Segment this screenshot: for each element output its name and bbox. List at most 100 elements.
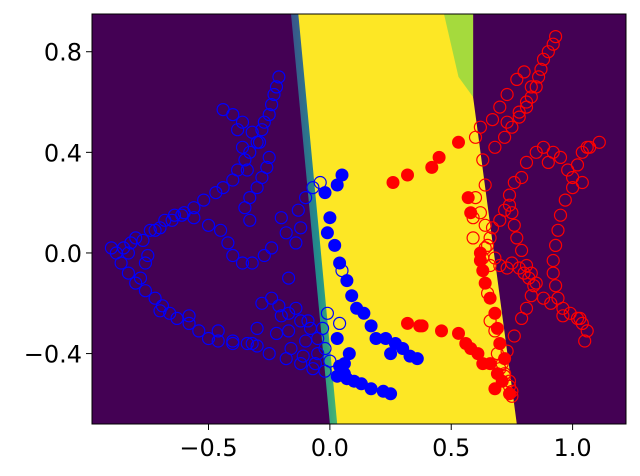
data-point [410,352,424,366]
data-point [546,266,560,280]
data-point [121,266,135,280]
data-point [235,115,250,129]
data-point [498,130,512,144]
data-point [245,125,259,139]
data-point [240,163,254,177]
data-point [337,367,351,381]
data-point [124,236,138,250]
data-point [490,347,504,361]
data-point [133,271,148,285]
data-point [505,256,519,270]
series-3 [466,29,606,403]
data-point [269,326,284,340]
y-tick-label: 0.8 [44,39,82,67]
data-point [221,236,235,250]
data-point [476,153,490,167]
data-point [524,289,538,303]
data-point [500,115,514,129]
data-point [488,251,502,265]
data-point [505,389,519,403]
data-point [519,100,534,114]
data-point [308,357,322,371]
x-axis: −0.5 0.0 0.5 1.0 [179,424,592,462]
data-point [485,221,500,235]
data-point [556,301,570,315]
data-point [243,145,257,159]
data-point [330,178,344,192]
data-point [129,231,143,245]
data-point [527,279,541,293]
series-2 [104,70,349,378]
data-point [306,181,320,195]
data-point [369,332,383,345]
data-point [512,110,526,124]
data-point [592,135,606,149]
data-point [143,223,157,237]
data-point [284,341,298,356]
data-point [170,311,184,325]
data-point [301,314,315,328]
data-point [570,158,585,172]
data-point [291,203,305,217]
data-point [510,231,524,245]
data-point [265,97,279,112]
data-point [262,150,276,164]
data-point [141,248,155,263]
data-point [386,176,400,189]
data-point [333,316,347,330]
data-point [255,296,269,310]
data-point [548,279,563,293]
y-tick-label: 0.4 [44,139,82,167]
data-point [148,223,162,237]
data-point [529,145,543,159]
data-point [335,168,349,182]
data-point [214,223,228,237]
data-point [282,271,296,285]
data-point [546,145,560,159]
data-point [201,218,216,232]
data-point [211,334,225,348]
data-point [481,238,495,252]
data-point [201,331,216,346]
data-point [245,256,259,270]
data-point [262,107,276,122]
data-point [546,37,560,51]
data-point [272,299,286,313]
data-point [459,337,473,350]
data-point [243,213,257,227]
data-point [313,175,327,190]
data-point [478,276,492,290]
data-point [243,191,257,205]
data-point [318,186,332,200]
data-point [182,316,196,330]
y-tick-label: −0.4 [24,341,82,369]
data-point [182,309,196,323]
data-point [226,248,240,263]
data-point [333,256,347,270]
data-point [473,206,487,220]
data-point [282,306,296,320]
data-point [323,354,337,368]
data-point [553,208,568,222]
data-point [488,140,502,154]
data-point [216,181,230,195]
data-point [257,115,271,129]
data-point [238,153,252,167]
data-point [541,45,555,59]
data-point [468,191,483,205]
series-0 [318,168,424,401]
data-point [342,347,356,361]
x-tick-label: 0.0 [311,434,349,462]
data-point [255,123,269,137]
data-point [345,289,359,303]
data-point [519,258,534,273]
data-point [163,306,177,320]
data-point [488,306,502,320]
data-point [138,284,152,298]
data-point [323,211,337,225]
data-point [425,160,439,174]
data-point [269,80,284,94]
data-point [267,87,281,102]
data-point [476,264,490,278]
data-point [514,170,529,185]
